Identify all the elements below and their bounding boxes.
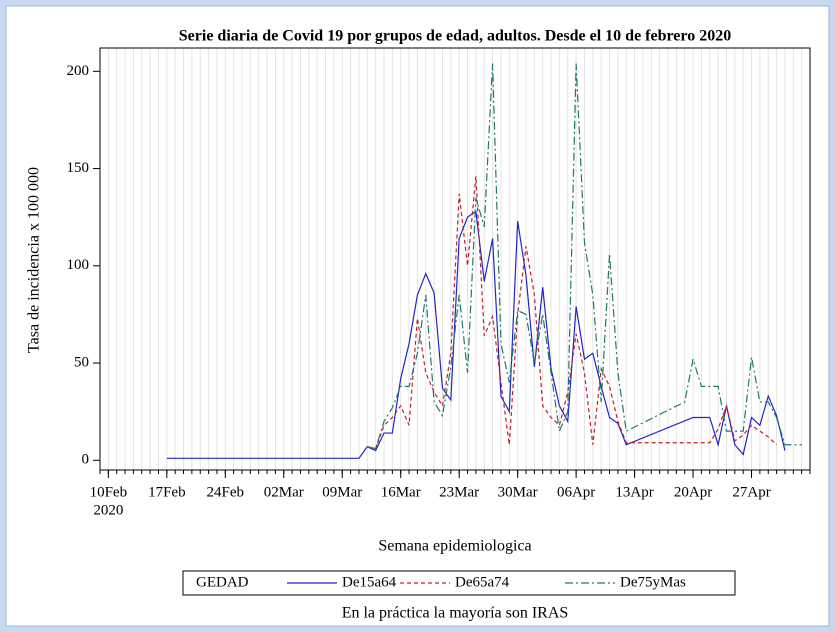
- x-tick-label: 17Feb: [148, 484, 186, 500]
- y-tick-label: 200: [67, 63, 90, 79]
- x-year-label: 2020: [93, 502, 123, 518]
- x-tick-label: 24Feb: [207, 484, 245, 500]
- y-axis-label: Tasa de incidencia x 100 000: [26, 167, 43, 353]
- x-tick-label: 23Mar: [439, 484, 479, 500]
- x-tick-label: 16Mar: [381, 484, 421, 500]
- y-tick-label: 150: [67, 160, 90, 176]
- y-tick-label: 50: [74, 354, 89, 370]
- x-tick-label: 09Mar: [322, 484, 362, 500]
- x-tick-label: 02Mar: [264, 484, 304, 500]
- x-tick-label: 10Feb: [90, 484, 128, 500]
- y-tick-label: 0: [82, 452, 90, 468]
- x-tick-label: 30Mar: [498, 484, 538, 500]
- legend-label: De75yMas: [620, 574, 686, 590]
- x-tick-label: 27Apr: [732, 484, 770, 500]
- legend-title: GEDAD: [196, 574, 249, 590]
- plot-frame: [99, 47, 811, 471]
- x-axis-label: Semana epidemiologica: [378, 538, 531, 555]
- y-tick-label: 100: [67, 257, 90, 273]
- series-line: [367, 176, 777, 450]
- series-line: [166, 210, 786, 459]
- x-tick-label: 13Apr: [615, 484, 653, 500]
- x-tick-label: 20Apr: [674, 484, 712, 500]
- legend-label: De65a74: [455, 574, 510, 590]
- legend-box: [182, 570, 736, 596]
- x-tick-label: 06Apr: [557, 484, 595, 500]
- legend-label: De15a64: [342, 574, 397, 590]
- chart-title: Serie diaria de Covid 19 por grupos de e…: [179, 28, 731, 45]
- footnote: En la práctica la mayoría son IRAS: [342, 605, 569, 622]
